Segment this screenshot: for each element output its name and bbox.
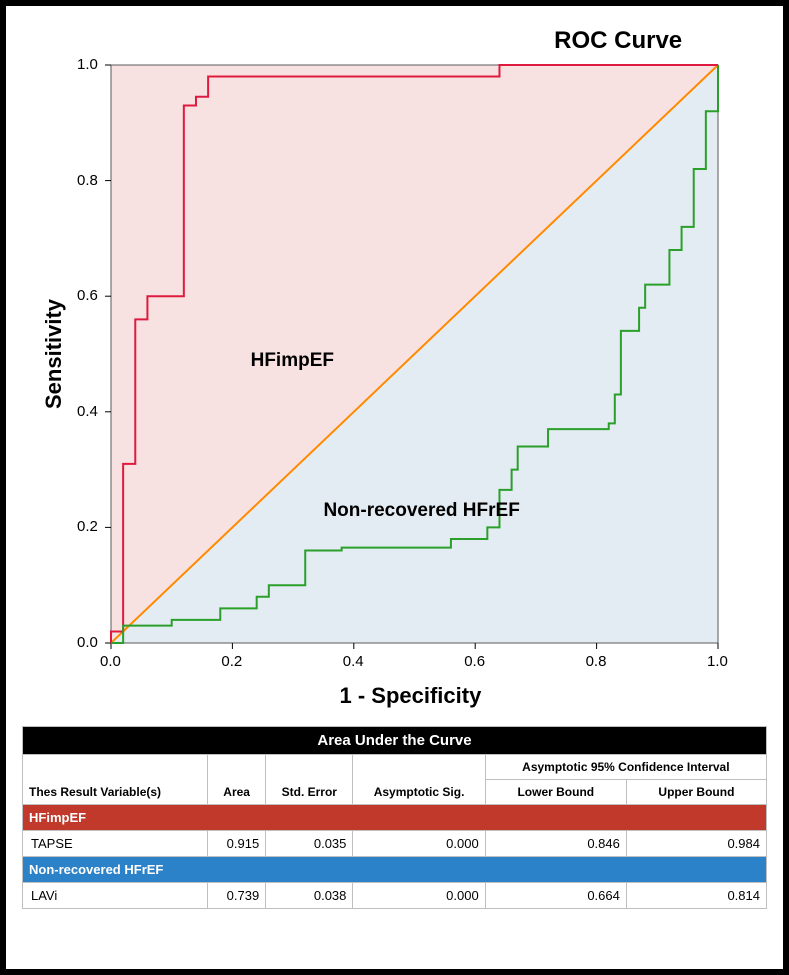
chart-title: ROC Curve (554, 27, 682, 55)
cell-lower: 0.846 (485, 831, 626, 857)
cell-stderr: 0.038 (266, 883, 353, 909)
y-tick-label: 0.2 (77, 518, 98, 535)
x-tick-label: 0.2 (221, 653, 242, 670)
series-label-hfimpef: HFimpEF (251, 350, 334, 372)
x-tick-label: 0.4 (343, 653, 364, 670)
col-sig: Asymptotic Sig. (353, 755, 485, 805)
col-stderr: Std. Error (266, 755, 353, 805)
x-tick-label: 0.8 (586, 653, 607, 670)
col-lower: Lower Bound (485, 780, 626, 805)
table-row: TAPSE0.9150.0350.0000.8460.984 (23, 831, 767, 857)
cell-lower: 0.664 (485, 883, 626, 909)
auc-table-wrap: Area Under the CurveThes Result Variable… (22, 726, 767, 909)
col-upper: Upper Bound (626, 780, 766, 805)
roc-chart: ROC Curve Sensitivity 1 - Specificity HF… (6, 6, 783, 724)
page-frame: ROC Curve Sensitivity 1 - Specificity HF… (0, 0, 789, 975)
col-ci: Asymptotic 95% Confidence Interval (485, 755, 766, 780)
y-tick-label: 1.0 (77, 56, 98, 73)
cell-sig: 0.000 (353, 883, 485, 909)
series-label-nonrec: Non-recovered HFrEF (323, 500, 519, 522)
col-variable: Thes Result Variable(s) (23, 755, 208, 805)
cell-variable: LAVi (23, 883, 208, 909)
y-tick-label: 0.8 (77, 172, 98, 189)
y-tick-label: 0.4 (77, 403, 98, 420)
x-axis-label: 1 - Specificity (340, 683, 482, 709)
y-axis-label: Sensitivity (41, 299, 67, 409)
cell-upper: 0.814 (626, 883, 766, 909)
cell-area: 0.739 (208, 883, 266, 909)
x-tick-label: 0.6 (464, 653, 485, 670)
col-area: Area (208, 755, 266, 805)
cell-variable: TAPSE (23, 831, 208, 857)
table-row: LAVi0.7390.0380.0000.6640.814 (23, 883, 767, 909)
group-row: Non-recovered HFrEF (23, 857, 767, 883)
y-tick-label: 0.6 (77, 287, 98, 304)
auc-table-title: Area Under the Curve (23, 727, 767, 755)
y-tick-label: 0.0 (77, 634, 98, 651)
cell-upper: 0.984 (626, 831, 766, 857)
auc-table: Area Under the CurveThes Result Variable… (22, 726, 767, 909)
roc-plot-svg (6, 6, 783, 724)
cell-stderr: 0.035 (266, 831, 353, 857)
cell-area: 0.915 (208, 831, 266, 857)
x-tick-label: 0.0 (100, 653, 121, 670)
group-row: HFimpEF (23, 805, 767, 831)
x-tick-label: 1.0 (707, 653, 728, 670)
cell-sig: 0.000 (353, 831, 485, 857)
